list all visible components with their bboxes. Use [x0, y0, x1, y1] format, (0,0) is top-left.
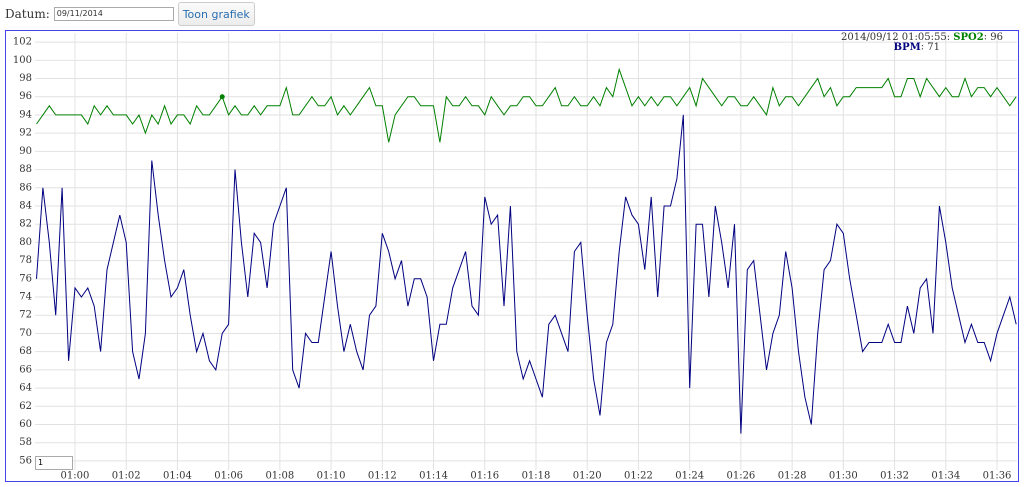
y-tick-label: 60: [19, 419, 32, 430]
legend-value: 71: [927, 42, 940, 53]
y-tick-label: 78: [19, 255, 32, 266]
legend-time: 2014/09/12 01:05:55:: [841, 32, 950, 43]
y-tick-label: 96: [19, 91, 32, 102]
y-tick-label: 88: [19, 164, 32, 175]
legend-line: BPM: 71: [894, 42, 940, 53]
y-tick-label: 86: [19, 182, 32, 193]
x-tick-label: 01:04: [163, 471, 192, 482]
x-tick-label: 01:00: [61, 471, 90, 482]
legend-line: 2014/09/12 01:05:55: SPO2: 96: [841, 32, 1003, 43]
x-tick-label: 01:32: [880, 471, 909, 482]
y-tick-label: 98: [19, 73, 32, 84]
y-tick-label: 76: [19, 273, 32, 284]
x-tick-label: 01:18: [522, 471, 551, 482]
show-chart-button[interactable]: Toon grafiek: [177, 2, 255, 26]
x-tick-label: 01:36: [983, 471, 1012, 482]
x-tick-label: 01:08: [265, 471, 294, 482]
y-tick-label: 72: [19, 310, 32, 321]
y-tick-label: 56: [19, 455, 32, 466]
y-tick-label: 84: [19, 200, 32, 211]
x-tick-label: 01:22: [624, 471, 653, 482]
data-line: [36, 67, 1017, 143]
y-tick-label: 66: [19, 364, 32, 375]
date-input[interactable]: 09/11/2014: [53, 7, 174, 21]
roll-period-input[interactable]: 1: [35, 456, 73, 470]
y-tick-label: 68: [19, 346, 32, 357]
x-tick-label: 01:14: [419, 471, 448, 482]
y-tick-label: 74: [19, 292, 32, 303]
x-tick-label: 01:26: [726, 471, 755, 482]
date-label: Datum:: [5, 7, 50, 21]
highlight-point: [219, 94, 225, 100]
legend-name: SPO2: [953, 32, 983, 43]
y-tick-label: 70: [19, 328, 32, 339]
y-tick-label: 62: [19, 401, 32, 412]
x-tick-label: 01:28: [778, 471, 807, 482]
date-form: Datum: 09/11/2014 Toon grafiek: [5, 2, 255, 26]
chart-border: [5, 30, 1019, 482]
x-tick-label: 01:30: [829, 471, 858, 482]
x-tick-label: 01:24: [675, 471, 704, 482]
x-tick-label: 01:02: [112, 471, 141, 482]
y-tick-label: 58: [19, 437, 32, 448]
x-tick-label: 01:20: [573, 471, 602, 482]
y-tick-label: 90: [19, 146, 32, 157]
y-tick-label: 100: [13, 55, 32, 66]
x-tick-label: 01:12: [368, 471, 397, 482]
legend-name: BPM: [894, 42, 921, 53]
x-tick-label: 01:16: [470, 471, 499, 482]
y-tick-label: 64: [19, 383, 32, 394]
data-line: [36, 114, 1017, 434]
y-tick-label: 82: [19, 219, 32, 230]
y-tick-label: 102: [13, 37, 32, 48]
y-tick-label: 92: [19, 128, 32, 139]
y-tick-label: 80: [19, 237, 32, 248]
x-tick-label: 01:34: [931, 471, 960, 482]
y-tick-label: 94: [19, 109, 32, 120]
x-tick-label: 01:06: [214, 471, 243, 482]
legend-value: 96: [990, 32, 1003, 43]
x-tick-label: 01:10: [317, 471, 346, 482]
